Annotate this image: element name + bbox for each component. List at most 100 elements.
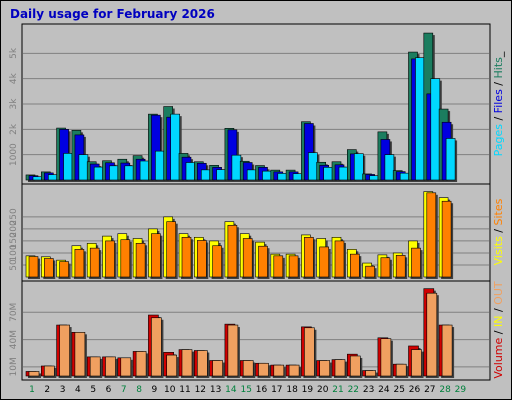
- day-label: 4: [75, 385, 81, 395]
- bar-sites-day-11: [181, 237, 192, 278]
- day-label: 7: [121, 385, 127, 395]
- bar-out-day-1: [28, 371, 40, 377]
- bar-sites-day-15: [242, 238, 253, 278]
- bar-pages-day-12: [201, 169, 211, 181]
- day-label: 8: [136, 385, 142, 395]
- bar-sites-day-25: [395, 255, 406, 278]
- bar-pages-day-6: [109, 165, 119, 181]
- bar-pages-day-22: [353, 153, 364, 181]
- bar-out-day-23: [365, 370, 376, 377]
- y-tick-label: 100: [9, 244, 19, 261]
- legend-entry: /: [492, 327, 505, 338]
- bar-pages-day-20: [323, 167, 334, 181]
- bar-pages-day-15: [246, 169, 257, 181]
- bar-sites-day-2: [43, 258, 54, 278]
- legend-entry: Sites: [492, 198, 505, 225]
- bar-pages-day-5: [93, 166, 104, 181]
- day-label: 20: [317, 385, 329, 395]
- bar-out-day-13: [212, 360, 223, 377]
- legend-entry: Files: [492, 89, 505, 113]
- y-tick-label: 1000: [9, 143, 19, 166]
- bar-pages-day-2: [47, 174, 58, 181]
- day-label: 5: [90, 385, 96, 395]
- legend-entry: Hits: [492, 57, 505, 79]
- day-axis: 1 2 3 4 5 6 7 8 9 10 11 12 13 14 15 16 17 18 19 20 21 22 23 24 2…: [29, 385, 466, 395]
- day-label: 9: [152, 385, 158, 395]
- y-tick-label: 50: [9, 259, 19, 271]
- bar-pages-day-19: [308, 152, 318, 181]
- bar-sites-day-26: [411, 247, 421, 278]
- bar-out-day-2: [43, 365, 55, 377]
- day-label: 15: [240, 385, 251, 395]
- bar-sites-day-1: [28, 256, 39, 278]
- bar-pages-day-18: [292, 173, 303, 181]
- bar-out-day-25: [395, 363, 407, 377]
- bar-out-day-14: [227, 324, 239, 377]
- bar-sites-day-7: [120, 239, 131, 278]
- y-tick-label: 40M: [9, 330, 19, 349]
- panel-hits-files-pages: 1000 2k 3k 4k 5k: [9, 23, 491, 185]
- day-label: 21: [332, 385, 343, 395]
- bar-out-day-19: [304, 327, 315, 377]
- day-label: 28: [439, 385, 451, 395]
- day-label: 19: [302, 385, 314, 395]
- bar-pages-day-1: [32, 176, 43, 181]
- day-label: 16: [256, 385, 268, 395]
- y-tick-label: 5k: [9, 47, 19, 59]
- bar-out-day-9: [151, 317, 162, 377]
- day-label: 26: [409, 385, 421, 395]
- bar-pages-day-4: [78, 154, 89, 181]
- legend-entry: /: [492, 113, 505, 124]
- bar-out-day-3: [59, 324, 70, 377]
- y-tick-label: 3k: [9, 98, 19, 110]
- bar-out-day-21: [334, 359, 346, 377]
- legend-entry: Pages: [492, 124, 505, 157]
- day-label: 11: [179, 385, 190, 395]
- bar-pages-day-26: [415, 57, 425, 181]
- bar-sites-day-23: [365, 265, 375, 278]
- bar-sites-day-12: [197, 240, 207, 278]
- legend-entry: /: [492, 305, 505, 316]
- bar-pages-day-23: [369, 175, 379, 181]
- bar-pages-day-13: [216, 169, 226, 181]
- bar-sites-day-6: [105, 240, 115, 278]
- y-tick-label: 250: [9, 208, 19, 225]
- bar-sites-day-8: [135, 243, 146, 278]
- y-tick-label: 2k: [9, 123, 19, 135]
- bar-sites-day-4: [74, 249, 85, 278]
- bar-sites-day-10: [166, 221, 176, 278]
- legend-bottom: Volume / IN / OUT: [492, 281, 505, 379]
- bar-sites-day-21: [334, 240, 345, 278]
- bar-sites-day-28: [441, 200, 452, 278]
- bar-pages-day-3: [63, 153, 73, 181]
- bar-sites-day-18: [288, 255, 299, 278]
- y-tick-label: 70M: [9, 303, 19, 322]
- y-tick-label: 4k: [9, 72, 19, 84]
- y-tick-label: 150: [9, 232, 19, 249]
- bar-sites-day-16: [258, 245, 268, 278]
- bar-pages-day-11: [185, 162, 196, 181]
- day-label: 25: [393, 385, 404, 395]
- bar-out-day-24: [380, 338, 392, 377]
- bar-out-day-18: [288, 364, 300, 377]
- bar-out-day-17: [273, 364, 285, 377]
- bar-shadow: [35, 178, 44, 182]
- day-label: 10: [164, 385, 176, 395]
- panel-border: [21, 280, 491, 381]
- bar-out-day-10: [166, 354, 177, 377]
- legend-top: Pages / Files / Hits_: [492, 51, 505, 156]
- bar-out-day-5: [89, 356, 101, 377]
- day-label: 18: [286, 385, 298, 395]
- day-label: 6: [106, 385, 112, 395]
- bar-pages-day-7: [124, 165, 135, 181]
- day-label: 1: [29, 385, 35, 395]
- day-label: 27: [424, 385, 435, 395]
- bar-sites-day-19: [304, 237, 314, 278]
- legend-entry: /: [492, 78, 505, 89]
- chart-title: Daily usage for February 2026: [10, 7, 215, 21]
- y-tick-label: 200: [9, 220, 19, 237]
- day-label: 29: [455, 385, 467, 395]
- bar-out-day-16: [258, 362, 269, 377]
